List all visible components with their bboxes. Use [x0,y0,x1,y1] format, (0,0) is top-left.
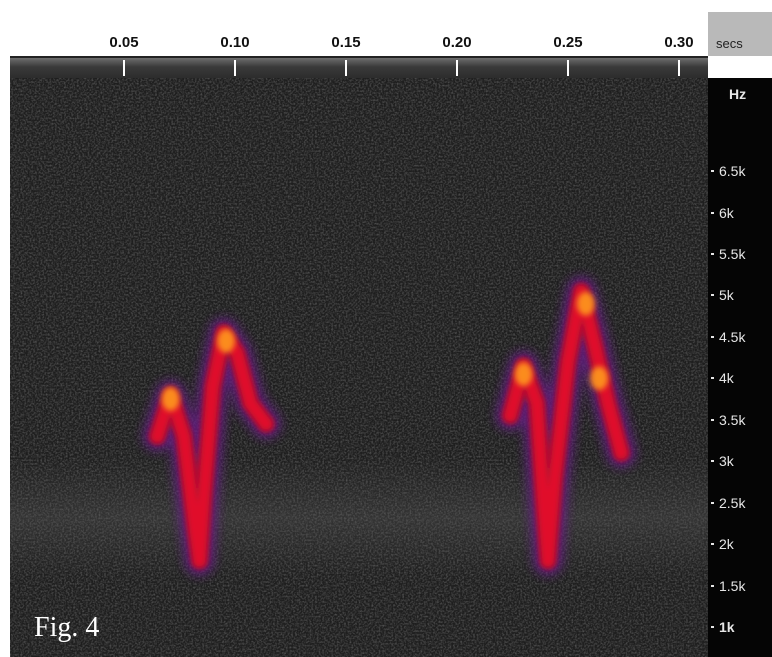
figure-label: Fig. 4 [34,612,100,643]
frequency-unit-label: Hz [729,86,747,102]
frequency-tick-mark [711,170,714,173]
spectrogram-plot [10,78,708,657]
time-tick-label: 0.30 [664,34,694,51]
call-1-core [151,327,272,567]
call-1-hot-spot [161,387,180,411]
frequency-tick-mark [711,543,714,546]
time-tick-label: 0.05 [109,34,139,51]
time-ruler-bar [10,56,708,80]
frequency-tick-label: 6k [719,204,734,221]
spectrogram-svg [10,78,708,657]
frequency-tick-label: 1.5k [719,577,746,594]
time-tick-label: 0.15 [331,34,361,51]
frequency-tick-mark [711,294,714,297]
call-2-hot-spot [590,366,609,391]
frequency-tick-label: 3.5k [719,411,746,428]
frequency-tick-mark [711,626,714,628]
frequency-tick-label: 5k [719,287,734,304]
frequency-tick-label: 2k [719,536,734,553]
time-tick-label: 0.20 [442,34,472,51]
time-unit-box [708,12,772,56]
frequency-tick-label: 5.5k [719,245,746,262]
frequency-tick-mark [711,252,714,255]
time-tick-mark [123,60,125,76]
time-tick-mark [345,60,347,76]
frequency-tick-mark [711,377,714,380]
call-1-trace [142,317,282,576]
frequency-axis [708,78,772,657]
frequency-tick-label: 3k [719,453,734,470]
time-tick-mark [678,60,680,76]
time-unit-label: secs [716,36,743,51]
time-tick-mark [567,60,569,76]
frequency-tick-mark [711,211,714,214]
frequency-tick-label: 4k [719,370,734,387]
frequency-tick-mark [711,460,714,463]
call-2-hot-spot [576,291,595,316]
time-ruler [10,12,708,56]
call-2-core [504,285,627,567]
frequency-tick-mark [711,418,714,421]
frequency-tick-label: 2.5k [719,494,746,511]
time-tick-label: 0.10 [220,34,250,51]
frequency-tick-label: 4.5k [719,328,746,345]
time-tick-mark [234,60,236,76]
call-traces [142,276,637,576]
frequency-tick-label: 1k [719,619,735,635]
frequency-tick-mark [711,335,714,338]
time-tick-mark [456,60,458,76]
time-tick-label: 0.25 [553,34,583,51]
low-frequency-noise-band [10,458,708,578]
frequency-tick-mark [711,501,714,504]
call-2-hot-spot [514,362,533,387]
frequency-tick-mark [711,584,714,587]
call-1-hot-spot [217,329,236,353]
call-2-trace [495,276,637,576]
frequency-tick-label: 6.5k [719,163,746,180]
